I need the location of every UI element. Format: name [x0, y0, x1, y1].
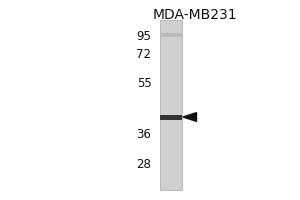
Text: MDA-MB231: MDA-MB231 — [153, 8, 237, 22]
Bar — [160, 114, 182, 119]
Text: 55: 55 — [137, 77, 152, 90]
Bar — [160, 33, 182, 37]
Bar — [160, 20, 182, 190]
Text: 28: 28 — [136, 158, 152, 170]
Text: 36: 36 — [136, 128, 152, 141]
Text: 72: 72 — [136, 47, 152, 60]
Text: 95: 95 — [136, 29, 152, 43]
Polygon shape — [183, 113, 196, 121]
